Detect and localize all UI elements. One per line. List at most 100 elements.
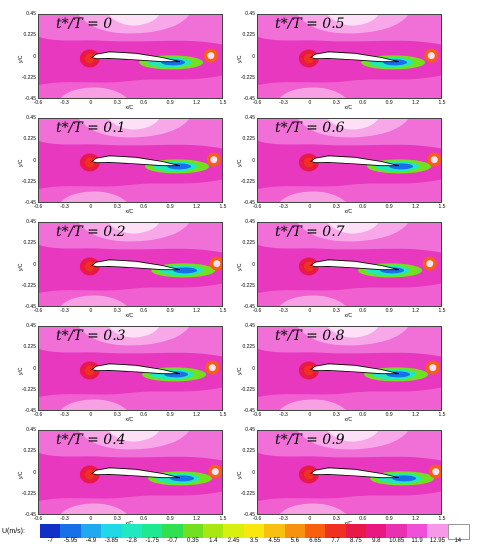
y-tick-label: 0.225 [23,32,36,39]
y-tick-label: -0.225 [240,282,255,289]
colorbar-swatch [121,524,143,538]
x-tick-label: -0.6 [33,516,43,522]
y-tick-label: 0.45 [26,427,36,433]
airfoil-shape [90,363,181,375]
x-tick-label: 0.6 [140,308,148,314]
colorbar-tick-label: -5.95 [63,538,78,544]
y-tick-label: 0 [252,365,255,372]
x-tick-label: 0.9 [385,412,393,418]
colorbar-swatch [182,524,204,538]
colorbar-swatch [243,524,265,538]
panel-label-7: t*/T = 0.8 [275,328,345,344]
colorbar-tick-label: 14 [454,538,462,544]
x-tick-label: 0 [89,204,93,210]
colorbar-tick-label: 10.85 [389,538,405,544]
x-tick-label: -0.3 [60,412,69,418]
colorbar-swatch [141,524,163,538]
colorbar-tick-label: 9.8 [372,538,381,544]
x-tick-label: -0.3 [279,100,288,106]
x-tick-label: 1.5 [438,100,446,106]
x-tick-label: 0.6 [140,516,148,522]
airfoil-shape [309,259,400,271]
colorbar-tick-label: 0.35 [187,538,199,544]
x-tick-label: 1.2 [412,516,420,522]
airfoil-shape [90,467,181,479]
y-tick-label: -0.45 [243,304,255,310]
x-tick-label: 0.9 [385,204,393,210]
x-tick-label: 0.6 [140,412,148,418]
x-tick-label: -0.6 [252,100,262,106]
colorbar-swatch [80,524,102,538]
colorbar-tick-label: -0.7 [167,538,178,544]
contour-plot-5 [257,222,442,307]
y-tick-label: 0.225 [242,136,255,143]
y-tick-label: -0.225 [240,386,255,393]
x-tick-label: -0.6 [33,100,43,106]
y-tick-label: 0 [252,469,255,476]
x-tick-label: 0 [308,412,312,418]
colorbar-tick-label: -1.75 [145,538,159,544]
x-tick-label: 0.6 [359,204,367,210]
x-tick-label: 0.9 [166,412,174,418]
colorbar-swatch [366,524,387,538]
x-tick-label: -0.3 [279,204,288,210]
y-tick-label: 0 [33,261,36,268]
x-axis-label: x/C [125,417,134,423]
y-axis-label: y/C [237,471,243,479]
colorbar-swatch [284,524,306,538]
x-tick-label: 0.9 [166,516,174,522]
y-tick-label: -0.45 [24,408,36,414]
colorbar-swatch [101,524,123,538]
x-tick-label: -0.3 [60,100,69,106]
y-tick-label: -0.45 [24,304,36,310]
x-tick-label: -0.6 [33,204,43,210]
x-axis-label: x/C [125,209,134,215]
x-tick-label: -0.6 [252,204,262,210]
panel-label-5: t*/T = 0.7 [275,224,345,240]
airfoil-shape [309,363,400,375]
x-tick-label: 0.9 [166,308,174,314]
contour-plot-7 [257,326,442,411]
x-tick-label: -0.6 [33,412,43,418]
contour-field [258,15,441,98]
x-tick-label: 0.3 [332,412,340,418]
x-axis-label: x/C [344,105,353,111]
x-tick-label: 1.5 [438,516,446,522]
y-tick-label: -0.45 [24,200,36,206]
colorbar-swatch [406,524,428,538]
x-tick-label: -0.3 [279,308,288,314]
colorbar-swatch [264,524,286,538]
colorbar-tick-label: 5.6 [290,538,299,544]
y-tick-label: -0.225 [240,490,255,497]
y-axis-label: y/C [18,55,24,63]
contour-field [39,327,222,410]
y-tick-label: 0 [252,157,255,164]
colorbar-tick-label: 6.65 [309,538,321,544]
x-tick-label: 0 [308,308,312,314]
x-tick-label: 0.3 [332,308,340,314]
airfoil-shape [309,51,400,63]
colorbar-tick-label: 1.4 [209,538,218,544]
x-tick-label: 0.6 [359,412,367,418]
y-tick-label: 0.225 [242,32,255,39]
y-axis-label: y/C [237,263,243,271]
y-tick-label: 0 [33,365,36,372]
colorbar-swatch [304,524,326,538]
x-tick-label: 0.6 [359,516,367,522]
y-tick-label: 0.45 [245,323,255,329]
contour-field [39,223,222,306]
contour-plot-0 [38,14,223,99]
x-tick-label: 1.5 [219,100,227,106]
colorbar-swatch [325,524,347,538]
x-tick-label: 0 [308,204,312,210]
x-tick-label: -0.6 [252,412,262,418]
x-tick-label: 0.3 [113,204,121,210]
panel-label-0: t*/T = 0 [56,16,113,32]
x-tick-label: 1.5 [219,308,227,314]
panel-label-1: t*/T = 0.5 [275,16,345,32]
y-tick-label: -0.45 [24,96,36,102]
x-tick-label: 0.3 [113,308,121,314]
y-tick-label: -0.225 [21,74,36,81]
x-tick-label: -0.3 [60,516,69,522]
y-tick-label: 0.225 [242,448,255,455]
